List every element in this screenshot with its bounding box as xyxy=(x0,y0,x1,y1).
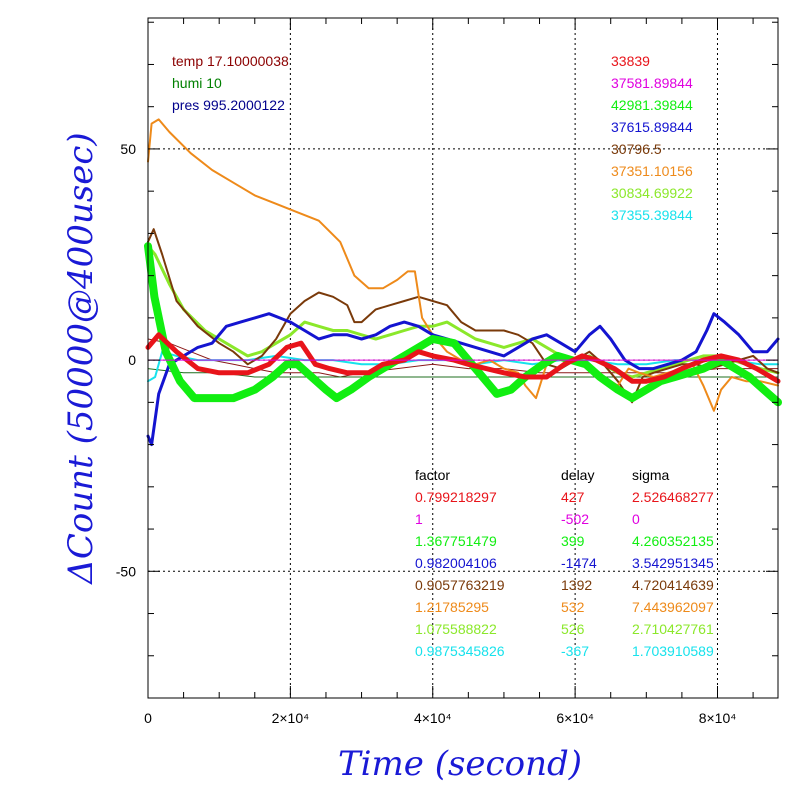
table-cell-delay: 399 xyxy=(561,533,585,549)
baseline-values: 33839 37581.89844 42981.39844 37615.89844 30… xyxy=(611,53,693,223)
table-cell-sigma: 1.703910589 xyxy=(632,643,714,659)
x-tick-label: 2×10⁴ xyxy=(272,710,310,726)
y-tick-label: 0 xyxy=(128,352,136,368)
table-cell-delay: -502 xyxy=(561,511,589,527)
baseline-value: 37615.89844 xyxy=(611,119,693,135)
table-cell-sigma: 0 xyxy=(632,511,640,527)
series-line xyxy=(146,244,780,379)
y-tick-label: -50 xyxy=(116,563,136,579)
fit-table: factor delay sigma 0.799218297 427 2.52646827… xyxy=(415,467,714,659)
table-header: factor xyxy=(415,467,450,483)
table-header: sigma xyxy=(632,467,670,483)
table-cell-factor: 0.982004106 xyxy=(415,555,497,571)
table-cell-sigma: 2.710427761 xyxy=(632,621,714,637)
baseline-value: 37355.39844 xyxy=(611,207,693,223)
x-axis-label: Time (second) xyxy=(338,744,582,784)
series-line xyxy=(146,312,780,447)
env-label: pres 995.2000122 xyxy=(172,97,285,113)
env-label: humi 10 xyxy=(172,75,222,91)
table-cell-factor: 0.799218297 xyxy=(415,489,497,505)
table-cell-factor: 0.9875345826 xyxy=(415,643,505,659)
table-cell-sigma: 4.720414639 xyxy=(632,577,714,593)
x-tick-label: 8×10⁴ xyxy=(699,710,737,726)
axis-ticks: 0 2×10⁴ 4×10⁴ 6×10⁴ 8×10⁴ 50 0 -50 xyxy=(116,18,778,726)
table-cell-factor: 1.367751479 xyxy=(415,533,497,549)
x-tick-label: 4×10⁴ xyxy=(414,710,452,726)
series-lines xyxy=(144,118,782,447)
table-cell-factor: 0.9057763219 xyxy=(415,577,505,593)
baseline-value: 42981.39844 xyxy=(611,97,693,113)
baseline-value: 30834.69922 xyxy=(611,185,693,201)
y-axis-label: ΔCount (50000@400usec) xyxy=(61,132,101,585)
baseline-value: 37351.10156 xyxy=(611,163,693,179)
table-cell-delay: -367 xyxy=(561,643,589,659)
env-label: temp 17.10000038 xyxy=(172,53,289,69)
x-tick-label: 6×10⁴ xyxy=(556,710,594,726)
table-cell-sigma: 2.526468277 xyxy=(632,489,714,505)
table-cell-delay: 532 xyxy=(561,599,585,615)
baseline-value: 37581.89844 xyxy=(611,75,693,91)
table-cell-factor: 1.075588822 xyxy=(415,621,497,637)
table-cell-sigma: 4.260352135 xyxy=(632,533,714,549)
table-cell-delay: 526 xyxy=(561,621,585,637)
table-header: delay xyxy=(561,467,594,483)
table-cell-sigma: 7.443962097 xyxy=(632,599,714,615)
table-cell-factor: 1 xyxy=(415,511,423,527)
baseline-value: 30796.5 xyxy=(611,141,662,157)
series-line xyxy=(145,332,781,384)
table-cell-factor: 1.21785295 xyxy=(415,599,489,615)
table-cell-sigma: 3.542951345 xyxy=(632,555,714,571)
y-tick-label: 50 xyxy=(120,141,136,157)
x-tick-label: 0 xyxy=(144,710,152,726)
series-line xyxy=(147,228,779,404)
environment-labels: temp 17.10000038 humi 10 pres 995.2000122 xyxy=(172,53,289,113)
series-line xyxy=(147,338,779,378)
table-cell-delay: -1474 xyxy=(561,555,597,571)
plot-frame xyxy=(147,17,779,699)
baseline-value: 33839 xyxy=(611,53,650,69)
table-cell-delay: 427 xyxy=(561,489,585,505)
table-cell-delay: 1392 xyxy=(561,577,592,593)
